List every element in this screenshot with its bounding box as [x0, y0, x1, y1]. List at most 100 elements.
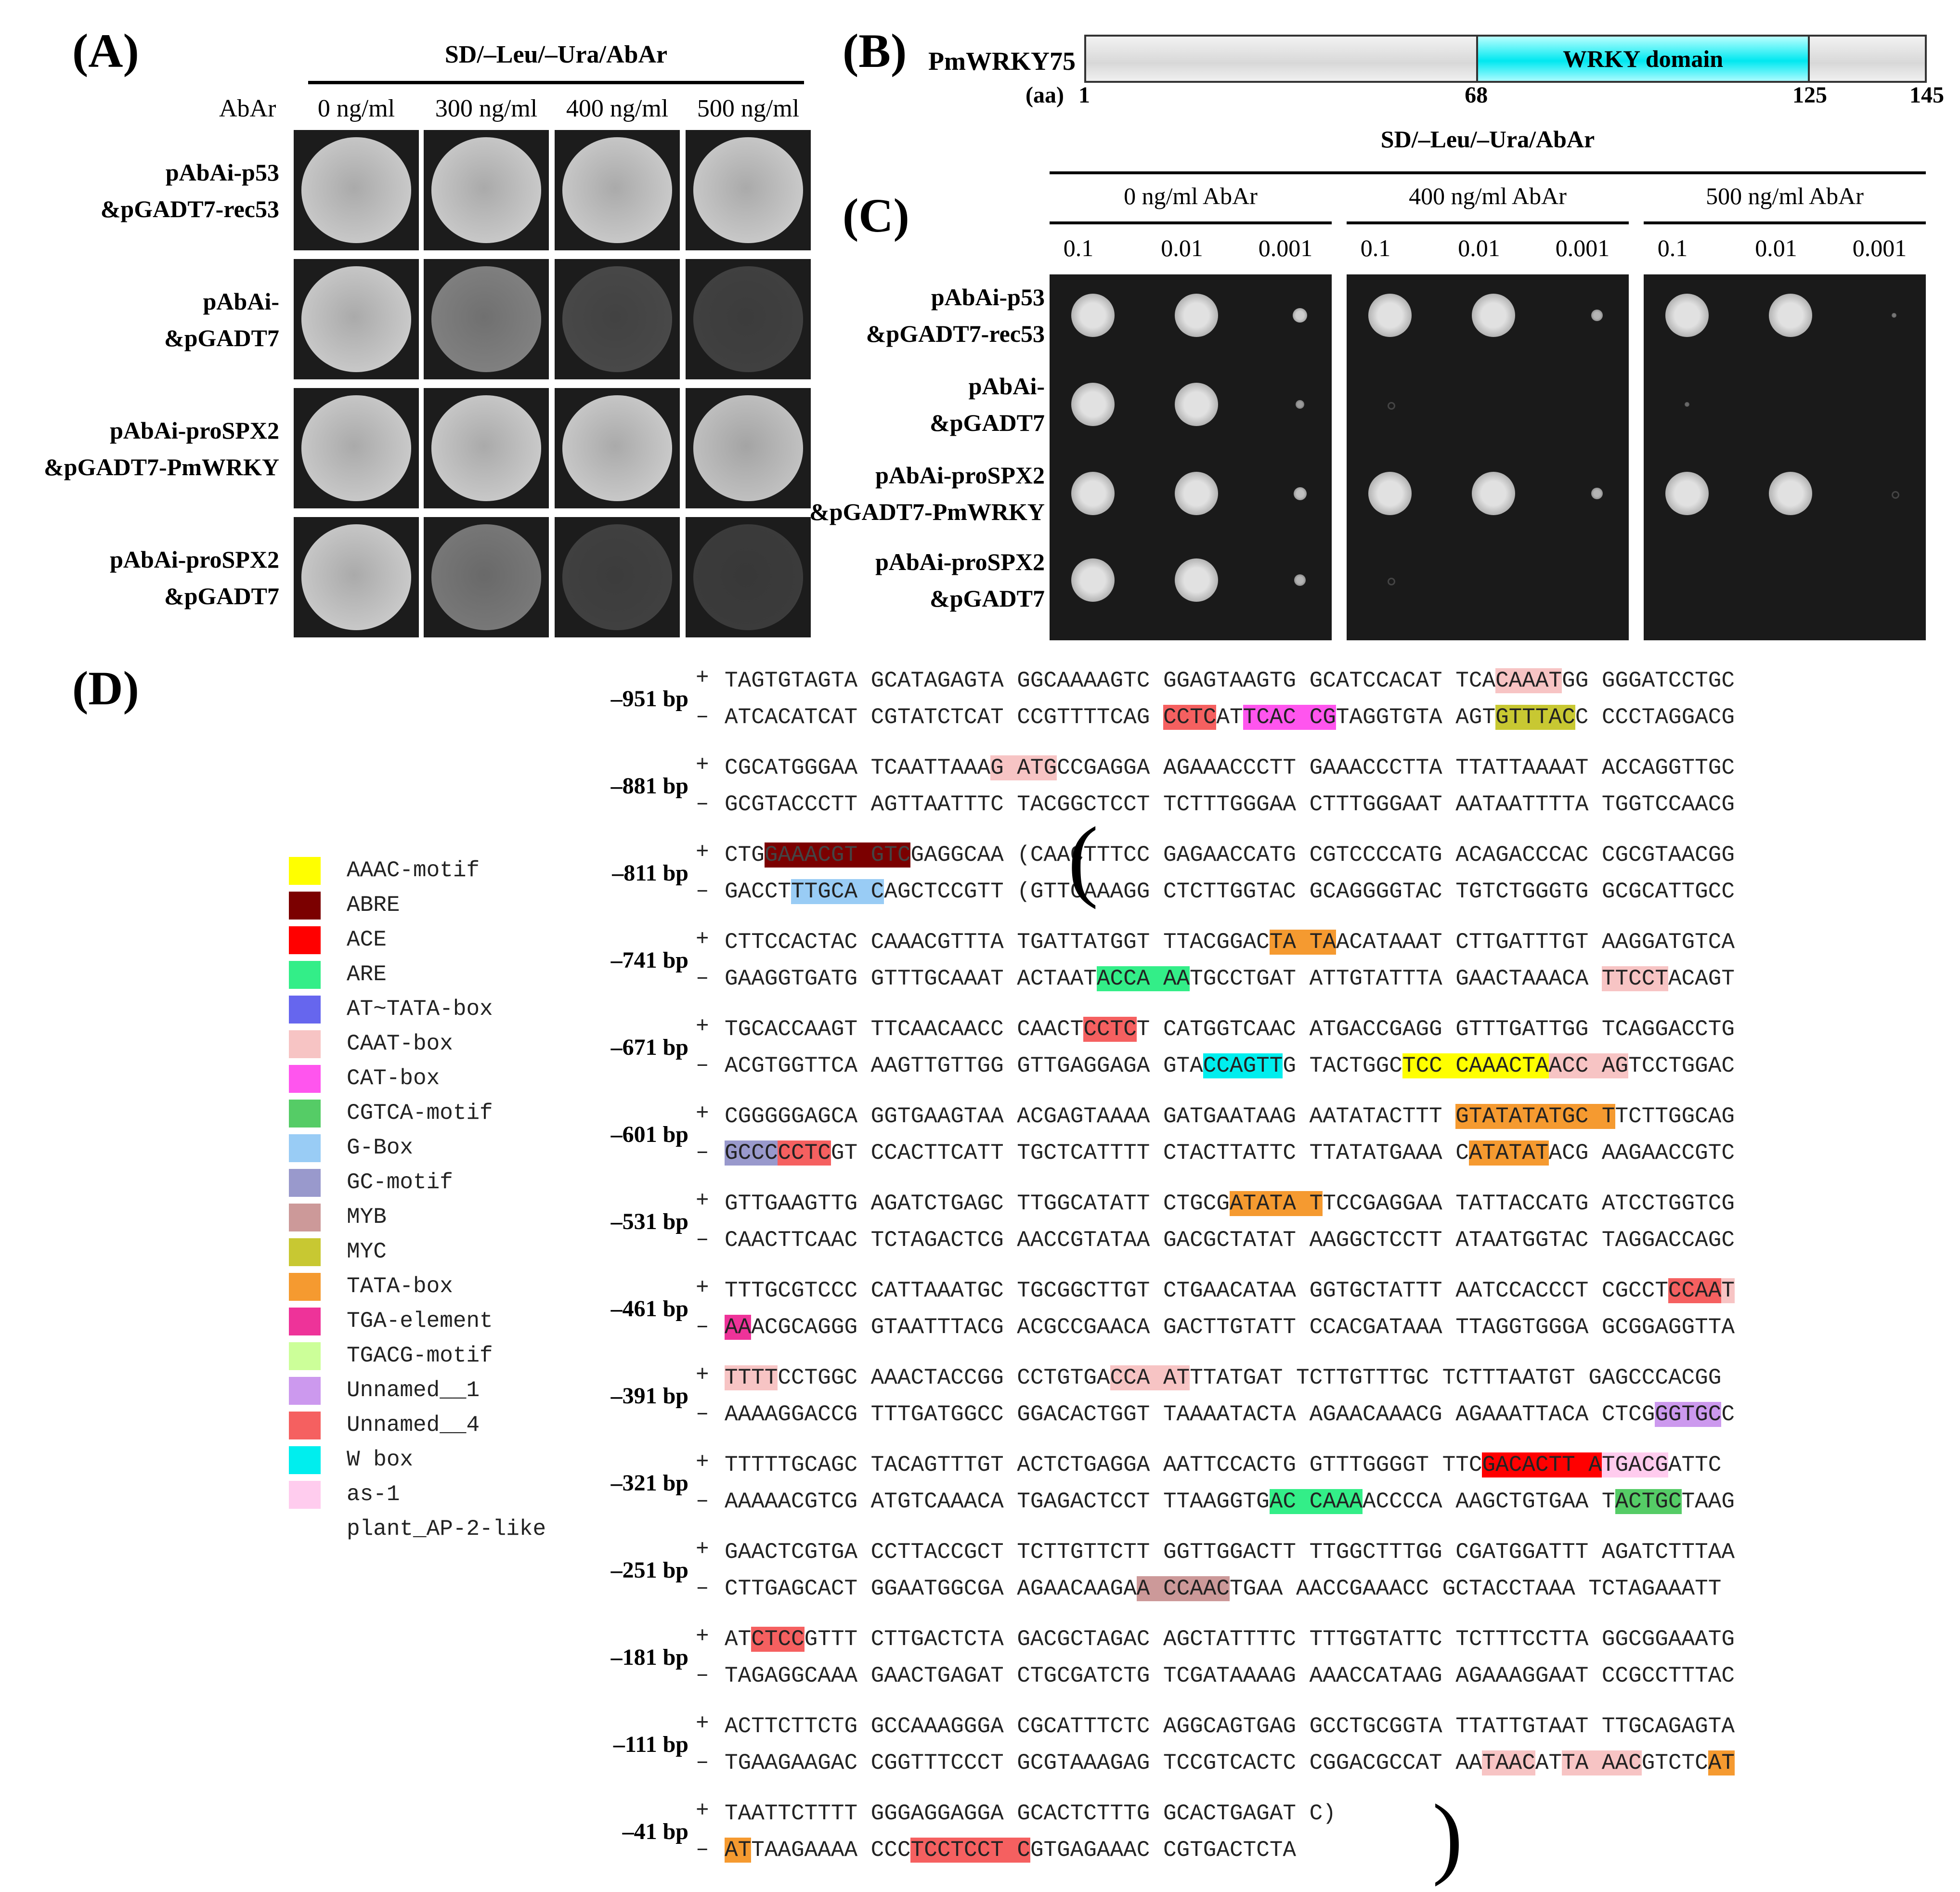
sequence-segment: TGCACCAAGT TTCAACAACC CAACT: [725, 1017, 1084, 1042]
panel-a-row-line1: pAbAi-p53: [165, 159, 279, 186]
cis-element-highlight: ACTGC: [1615, 1489, 1682, 1514]
panel-c-dilution: 0.001: [1555, 234, 1610, 261]
cis-element-highlight: TA TA: [1269, 930, 1336, 955]
yeast-growth-spot: [431, 395, 542, 501]
plus-strand-sign: +: [696, 1798, 709, 1823]
legend-swatch-13: [289, 1308, 321, 1335]
panel-d-label: (D): [72, 661, 139, 715]
cis-element-highlight: TTTT: [725, 1365, 778, 1390]
cis-element-highlight: AC CAAA: [1269, 1489, 1363, 1514]
legend-label-1: ABRE: [347, 893, 400, 918]
cis-element-highlight: AT: [725, 1838, 752, 1863]
legend-swatch-9: [289, 1169, 321, 1197]
panel-a-conc-3: 500 ng/ml: [697, 95, 800, 122]
yeast-colony-spot: [1293, 487, 1307, 500]
minus-strand-sequence: AAACGCAGGG GTAATTTACG ACGCCGAACA GACTTGT…: [725, 1315, 1735, 1340]
panel-a-plate: [294, 517, 419, 637]
legend-swatch-1: [289, 892, 321, 920]
yeast-growth-spot: [431, 524, 542, 630]
panel-c-row-line1: pAbAi-proSPX2: [875, 462, 1045, 489]
yeast-growth-spot: [301, 137, 412, 243]
plus-strand-sequence: CGGGGGAGCA GGTGAAGTAA ACGAGTAAAA GATGAAT…: [725, 1104, 1735, 1129]
sequence-segment: GTCTC: [1641, 1750, 1708, 1775]
minus-strand-sign: –: [696, 1227, 709, 1252]
cis-element-highlight: TCCTCCT C: [910, 1838, 1030, 1863]
panel-c-row-line2: &pGADT7: [930, 409, 1045, 436]
yeast-growth-spot: [431, 137, 542, 243]
plus-strand-sign: +: [696, 1188, 709, 1213]
cis-element-highlight: CCTC: [1163, 705, 1217, 730]
legend-swatch-3: [289, 961, 321, 989]
protein-tick-label-0: 1: [1078, 82, 1090, 108]
panel-c-row-line1: pAbAi-: [968, 373, 1045, 400]
plus-strand-sign: +: [696, 1014, 709, 1039]
legend-swatch-16: [289, 1412, 321, 1439]
panel-a-plate: [686, 517, 811, 637]
panel-c-row-label-3: pAbAi-proSPX2 &pGADT7: [770, 544, 1045, 617]
sequence-segment: AGCTCCGTT (GTTGAAAGG CTCTTGGTAC GCAGGGGT…: [884, 879, 1735, 904]
plus-strand-sign: +: [696, 927, 709, 952]
cis-element-highlight: ATATAT: [1468, 1140, 1549, 1166]
plus-strand-sequence: TTTGCGTCCC CATTAAATGC TGCGGCTTGT CTGAACA…: [725, 1278, 1735, 1303]
panel-a-row-line2: &pGADT7-PmWRKY: [44, 454, 279, 480]
yeast-colony-spot: [1296, 400, 1304, 409]
position-label-5: –601 bp: [610, 1122, 688, 1147]
plus-strand-sequence: TGCACCAAGT TTCAACAACC CAACTCCTCT CATGGTC…: [725, 1017, 1735, 1042]
plus-strand-sequence: GTTGAAGTTG AGATCTGAGC TTGGCATATT CTGCGAT…: [725, 1191, 1735, 1216]
legend-swatch-8: [289, 1134, 321, 1162]
cis-element-highlight: ATATA T: [1229, 1191, 1323, 1216]
minus-strand-sign: –: [696, 1401, 709, 1426]
yeast-colony-spot: [1665, 294, 1709, 337]
yeast-colony-spot: [1685, 402, 1689, 407]
cis-element-highlight: AT: [1708, 1750, 1735, 1775]
panel-c-row-line1: pAbAi-proSPX2: [875, 548, 1045, 575]
sequence-segment: TGAAGAAGAC CGGTTTCCCT GCGTAAAGAG TCCGTCA…: [725, 1750, 1482, 1775]
sequence-segment: TAGGTGTA AGT: [1336, 705, 1496, 730]
panel-c-dilution: 0.01: [1755, 234, 1797, 261]
panel-c-plate-0: [1050, 274, 1332, 640]
yeast-growth-spot: [301, 524, 412, 630]
protein-name: PmWRKY75: [928, 47, 1076, 76]
minus-strand-sequence: AAAAGGACCG TTTGATGGCC GGACACTGGT TAAAATA…: [725, 1402, 1735, 1427]
minus-strand-sequence: ATTAAGAAAA CCCTCCTCCT CGTGAGAAAC CGTGACT…: [725, 1838, 1296, 1863]
plus-strand-sign: +: [696, 1275, 709, 1300]
cis-element-highlight: CCTC: [1083, 1017, 1137, 1042]
yeast-colony-spot: [1071, 558, 1115, 602]
position-label-9: –321 bp: [610, 1470, 688, 1496]
sequence-segment: G TACTGGC: [1283, 1053, 1402, 1078]
cis-element-highlight: TCC CAAACTA: [1402, 1053, 1549, 1078]
yeast-colony-spot: [1071, 294, 1115, 337]
yeast-growth-spot: [562, 266, 673, 372]
panel-c-row-line1: pAbAi-p53: [931, 284, 1045, 311]
minus-strand-sequence: TAGAGGCAAA GAACTGAGAT CTGCGATCTG TCGATAA…: [725, 1663, 1735, 1688]
minus-strand-sign: –: [696, 1662, 709, 1687]
panel-a-row-label-0: pAbAi-p53 &pGADT7-rec53: [10, 154, 279, 227]
yeast-colony-spot: [1175, 558, 1218, 602]
yeast-colony-spot: [1388, 578, 1395, 585]
aa-label: (aa): [1025, 82, 1064, 108]
cis-element-highlight: ACC AG: [1548, 1053, 1629, 1078]
panel-a-header: SD/–Leu/–Ura/AbAr: [444, 41, 668, 68]
panel-a-abar-label: AbAr: [219, 95, 276, 122]
sequence-segment: AAAAGGACCG TTTGATGGCC GGACACTGGT TAAAATA…: [725, 1402, 1655, 1427]
sequence-segment: TAAG: [1681, 1489, 1735, 1514]
panel-c-header-rule: [1050, 171, 1926, 174]
panel-c-plate-2: [1644, 274, 1926, 640]
panel-c-dilution: 0.01: [1161, 234, 1203, 261]
sequence-segment: ATCACATCAT CGTATCTCAT CCGTTTTCAG: [725, 705, 1163, 730]
sequence-segment: T CATGGTCAAC ATGACCGAGG GTTTGATTGG TCAGG…: [1136, 1017, 1735, 1042]
panel-a-conc-1: 300 ng/ml: [435, 95, 538, 122]
sequence-segment: GAAGGTGATG GTTTGCAAAT ACTAAT: [725, 966, 1097, 991]
right-bracket: ): [1432, 1786, 1463, 1887]
panel-c-group-0: 0 ng/ml AbAr: [1124, 182, 1258, 209]
sequence-segment: CTG: [725, 842, 765, 868]
position-label-12: –111 bp: [613, 1732, 688, 1757]
legend-swatch-15: [289, 1377, 321, 1405]
minus-strand-sequence: ATCACATCAT CGTATCTCAT CCGTTTTCAG CCTCATT…: [725, 705, 1735, 730]
sequence-segment: ACTTCTTCTG GCCAAAGGGA CGCATTTCTC AGGCAGT…: [725, 1714, 1735, 1739]
panel-a-plate: [555, 517, 680, 637]
legend-label-12: TATA-box: [347, 1274, 453, 1299]
yeast-growth-spot: [431, 266, 542, 372]
sequence-segment: CCGAGGA AGAAACCCTT GAAACCCTTA TTATTAAAAT…: [1057, 755, 1735, 780]
sequence-segment: ATTC: [1668, 1452, 1722, 1477]
